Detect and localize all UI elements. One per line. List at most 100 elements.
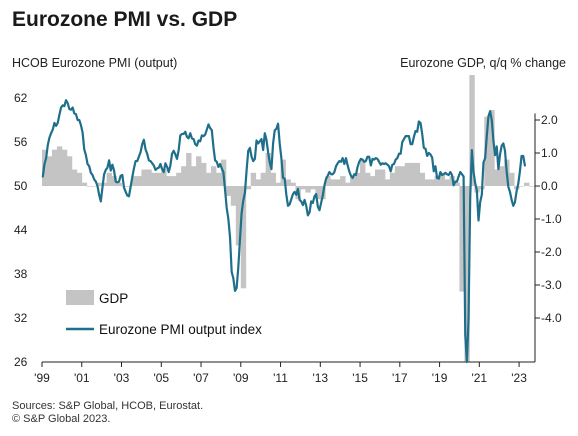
gdp-bar bbox=[489, 110, 495, 186]
gdp-bar bbox=[469, 75, 475, 186]
gdp-bar bbox=[409, 162, 416, 186]
gdp-bar bbox=[355, 172, 361, 186]
gdp-bar bbox=[146, 169, 152, 186]
gdp-bar bbox=[439, 172, 445, 186]
gdp-bar bbox=[245, 186, 252, 190]
gdp-bar bbox=[91, 186, 98, 187]
gdp-bar bbox=[201, 162, 207, 186]
gdp-bar bbox=[171, 176, 177, 186]
gdp-bar bbox=[524, 182, 530, 186]
gdp-bar bbox=[131, 176, 137, 186]
x-tick-label: '19 bbox=[432, 371, 448, 385]
gdp-bar bbox=[350, 176, 356, 186]
gdp-bar bbox=[389, 172, 396, 186]
gdp-bar bbox=[519, 186, 525, 187]
gdp-bar bbox=[265, 153, 271, 186]
gdp-bar bbox=[270, 172, 276, 186]
gdp-bar bbox=[365, 172, 371, 186]
gdp-bar bbox=[360, 159, 366, 186]
gdp-bar bbox=[260, 172, 267, 186]
gdp-bar bbox=[61, 149, 68, 186]
left-tick-label: 62 bbox=[14, 91, 28, 105]
gdp-bar bbox=[454, 182, 460, 186]
left-tick-label: 50 bbox=[14, 179, 28, 193]
right-tick-label: -4.0 bbox=[541, 311, 562, 325]
gdp-bar bbox=[379, 169, 386, 186]
x-tick-label: '09 bbox=[233, 371, 249, 385]
gdp-bar bbox=[151, 172, 157, 186]
gdp-bar bbox=[136, 176, 142, 186]
x-tick-label: '21 bbox=[471, 371, 487, 385]
copyright-note: © S&P Global 2023. bbox=[12, 413, 111, 425]
gdp-bar bbox=[290, 182, 296, 186]
x-tick-label: '03 bbox=[114, 371, 130, 385]
gdp-bar bbox=[116, 182, 122, 186]
gdp-bar bbox=[345, 182, 351, 186]
gdp-bar bbox=[300, 186, 306, 190]
gdp-bar bbox=[394, 166, 401, 186]
gdp-bar bbox=[166, 176, 172, 186]
gdp-bar bbox=[161, 169, 167, 186]
x-tick-label: '99 bbox=[34, 371, 50, 385]
gdp-bar bbox=[230, 186, 237, 206]
footer: Sources: S&P Global, HCOB, Eurostat. © S… bbox=[12, 400, 203, 426]
left-tick-label: 56 bbox=[14, 135, 28, 149]
gdp-bar bbox=[399, 166, 406, 186]
left-tick-label: 44 bbox=[14, 223, 28, 237]
right-tick-label: 0.0 bbox=[541, 179, 558, 193]
gdp-bar bbox=[235, 186, 242, 246]
gdp-bar bbox=[310, 186, 316, 190]
gdp-bar bbox=[126, 186, 132, 187]
gdp-bar bbox=[429, 179, 435, 186]
right-tick-label: -2.0 bbox=[541, 245, 562, 259]
x-tick-label: '13 bbox=[312, 371, 328, 385]
gdp-bar bbox=[424, 179, 431, 186]
gdp-bar bbox=[191, 166, 197, 186]
gdp-bar bbox=[419, 172, 426, 186]
gdp-bar bbox=[96, 182, 103, 186]
left-axis-title: HCOB Eurozone PMI (output) bbox=[12, 56, 178, 70]
right-tick-label: 2.0 bbox=[541, 113, 558, 127]
x-tick-label: '17 bbox=[392, 371, 408, 385]
left-tick-label: 38 bbox=[14, 267, 28, 281]
gdp-bar bbox=[210, 166, 217, 186]
gdp-bar bbox=[414, 162, 421, 186]
gdp-bar bbox=[285, 179, 291, 186]
gdp-bar bbox=[81, 182, 88, 186]
gdp-bar bbox=[384, 179, 391, 186]
gdp-bar bbox=[101, 182, 108, 186]
gdp-bar bbox=[215, 172, 222, 186]
gdp-bar bbox=[529, 186, 535, 187]
gdp-bar bbox=[484, 116, 490, 186]
left-tick-label: 26 bbox=[14, 355, 28, 369]
gdp-bar bbox=[76, 172, 83, 186]
legend-pmi-label: Eurozone PMI output index bbox=[99, 322, 262, 337]
gdp-bar bbox=[444, 179, 450, 186]
x-tick-label: '05 bbox=[153, 371, 169, 385]
gdp-bar bbox=[275, 182, 281, 186]
gdp-bar bbox=[225, 186, 232, 196]
left-tick-label: 32 bbox=[14, 311, 28, 325]
gdp-bar bbox=[464, 186, 470, 362]
gdp-bar bbox=[509, 172, 515, 186]
legend-gdp-label: GDP bbox=[99, 291, 128, 306]
gdp-bar bbox=[106, 172, 112, 186]
gdp-bar bbox=[71, 169, 78, 186]
gdp-bar bbox=[86, 186, 93, 187]
gdp-bar bbox=[156, 172, 162, 186]
gdp-bar bbox=[434, 176, 440, 186]
gdp-bar bbox=[340, 176, 346, 186]
gdp-bar bbox=[46, 156, 53, 186]
gdp-bar bbox=[181, 166, 187, 186]
x-tick-label: '07 bbox=[193, 371, 209, 385]
right-axis-title: Eurozone GDP, q/q % change bbox=[400, 56, 566, 70]
x-tick-label: '15 bbox=[352, 371, 368, 385]
source-note: Sources: S&P Global, HCOB, Eurostat. bbox=[12, 400, 204, 412]
legend-gdp-swatch bbox=[66, 290, 94, 305]
gdp-bar bbox=[206, 172, 212, 186]
chart-title: Eurozone PMI vs. GDP bbox=[12, 8, 238, 31]
gdp-bar bbox=[315, 186, 321, 200]
gdp-bar bbox=[494, 169, 500, 186]
right-tick-label: -3.0 bbox=[541, 278, 562, 292]
